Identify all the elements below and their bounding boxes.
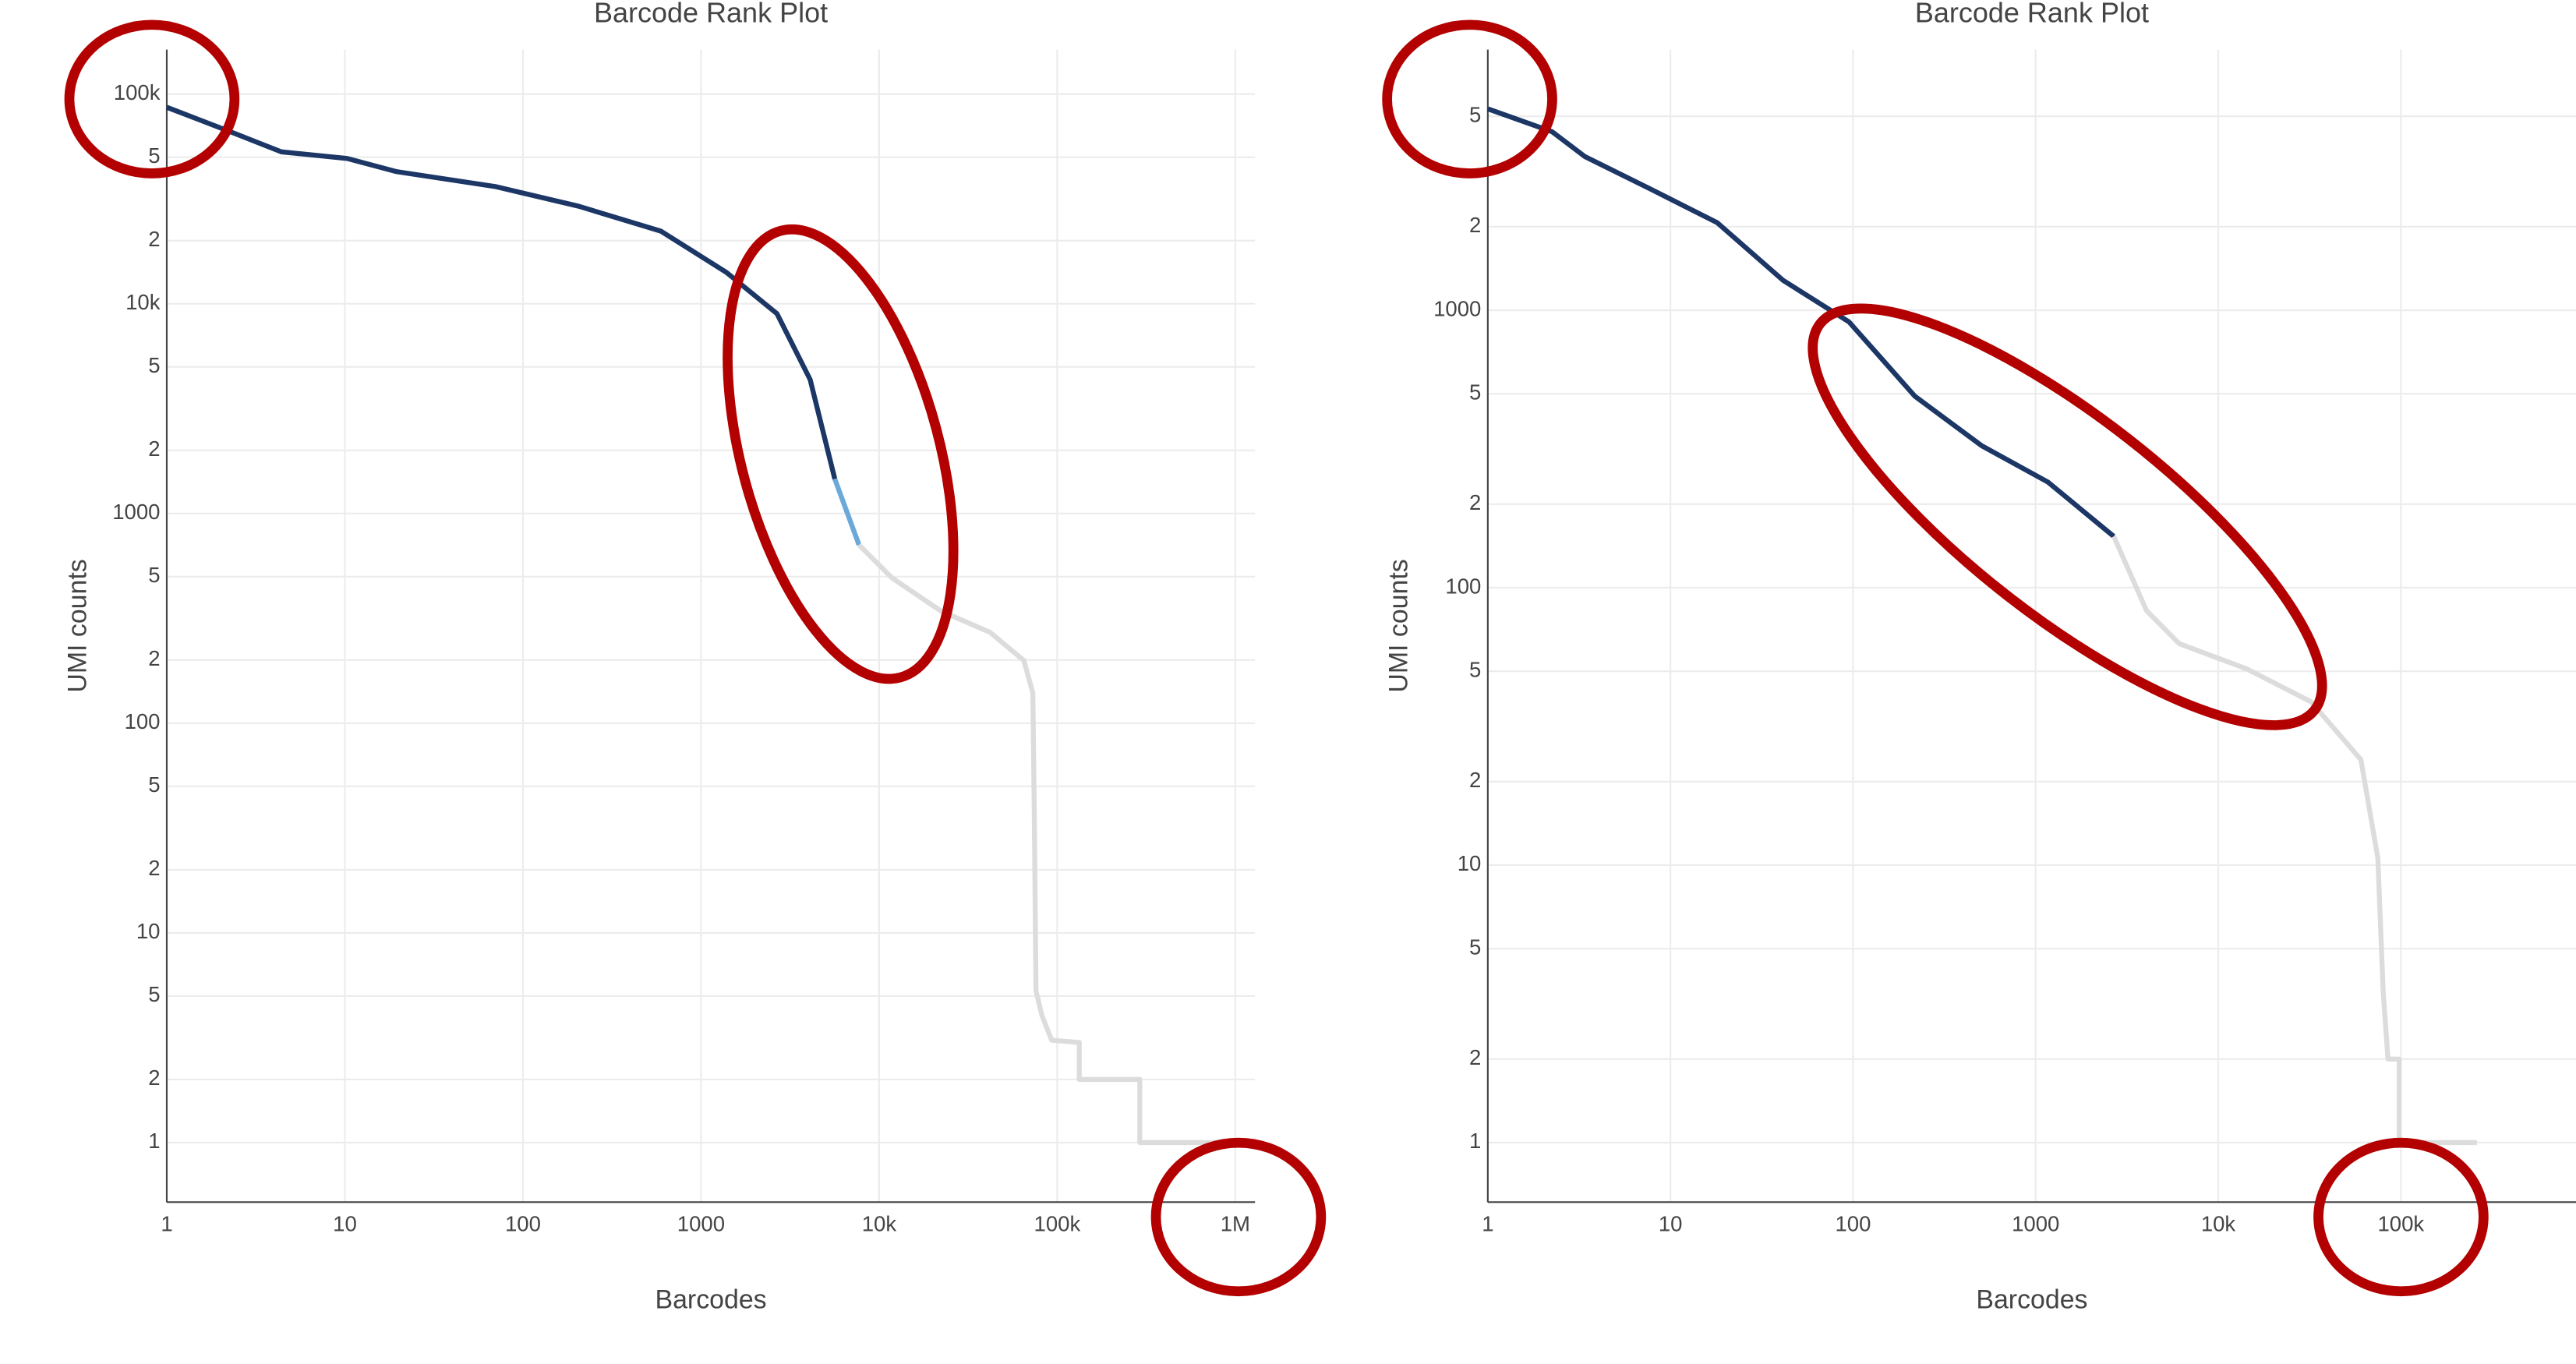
data-line — [832, 478, 862, 546]
y-tick-label: 1000 — [1433, 296, 1481, 320]
highlight-ring — [1382, 19, 1557, 178]
x-tick-label: 10 — [333, 1211, 357, 1235]
y-tick-label: 1000 — [112, 500, 160, 524]
x-tick-label: 10 — [1659, 1211, 1683, 1235]
y-tick-label: 100k — [114, 80, 161, 104]
y-tick-label: 10 — [1458, 851, 1482, 875]
chart-title: Barcode Rank Plot — [594, 0, 828, 29]
x-tick-label: 10k — [862, 1211, 897, 1235]
chart-title: Barcode Rank Plot — [1915, 0, 2149, 29]
data-line — [1486, 106, 2116, 539]
highlight-ring — [2313, 1137, 2489, 1297]
y-tick-label: 5 — [1469, 657, 1481, 681]
x-tick-label: 1M — [1221, 1211, 1250, 1235]
y-tick-label: 2 — [1469, 1045, 1481, 1069]
x-tick-label: 100k — [1034, 1211, 1081, 1235]
highlight-ring — [723, 224, 959, 684]
y-tick-label: 5 — [1469, 380, 1481, 404]
data-line — [165, 104, 838, 480]
y-tick-label: 5 — [148, 353, 160, 377]
highlight-ring — [64, 19, 240, 178]
x-tick-label: 100 — [1835, 1211, 1871, 1235]
y-tick-label: 2 — [148, 646, 160, 670]
y-tick-label: 2 — [148, 227, 160, 251]
data-line — [2111, 535, 2477, 1146]
y-tick-label: 1 — [148, 1129, 160, 1153]
x-tick-label: 100 — [505, 1211, 541, 1235]
y-tick-label: 10 — [136, 919, 161, 943]
x-tick-label: 1 — [1482, 1211, 1493, 1235]
highlight-ring — [1150, 1137, 1327, 1297]
y-tick-label: 2 — [1469, 490, 1481, 514]
x-tick-label: 1000 — [2012, 1211, 2059, 1235]
plots: 1 2 5 10 2 5 100 2 5 1000 2 5 10k 2 5 100k 1 10 100 1000 10k… — [63, 0, 2576, 1314]
x-axis-label: Barcodes — [655, 1284, 766, 1314]
y-tick-label: 10k — [125, 290, 161, 314]
data-line — [857, 542, 1239, 1146]
y-axis-label: UMI counts — [63, 559, 93, 692]
y-tick-label: 2 — [1469, 768, 1481, 792]
y-tick-label: 1 — [1469, 1129, 1481, 1153]
x-tick-label: 10k — [2201, 1211, 2236, 1235]
y-tick-label: 2 — [148, 1065, 160, 1090]
y-tick-label: 100 — [1445, 574, 1481, 598]
y-tick-label: 5 — [148, 143, 160, 168]
y-tick-label: 5 — [148, 982, 160, 1006]
y-axis-label: UMI counts — [1384, 559, 1414, 692]
y-tick-label: 100 — [125, 709, 161, 733]
y-tick-label: 5 — [148, 772, 160, 797]
y-tick-label: 5 — [1469, 935, 1481, 959]
y-tick-label: 2 — [148, 436, 160, 461]
y-tick-label: 2 — [148, 856, 160, 880]
highlight-ring — [1807, 303, 2327, 730]
x-axis-label: Barcodes — [1976, 1284, 2087, 1314]
y-tick-label: 5 — [148, 563, 160, 587]
x-tick-label: 100k — [2377, 1211, 2424, 1235]
y-tick-label: 5 — [1469, 102, 1481, 126]
y-tick-label: 2 — [1469, 213, 1481, 237]
x-tick-label: 1000 — [677, 1211, 725, 1235]
x-tick-label: 1 — [161, 1211, 172, 1235]
